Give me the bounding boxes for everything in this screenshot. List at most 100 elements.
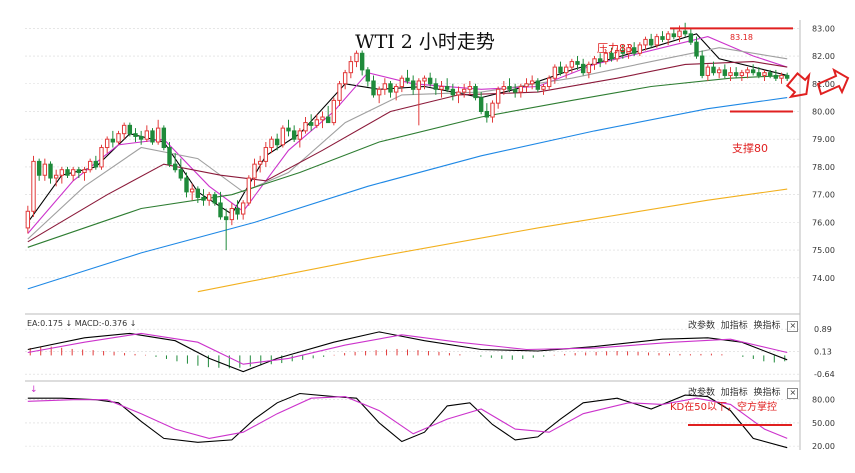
candle-body bbox=[563, 66, 569, 74]
kd-annotation: KD在50以下，空方掌控 bbox=[670, 400, 777, 413]
candle-body bbox=[586, 63, 592, 74]
candle-body bbox=[388, 83, 393, 93]
candle-body bbox=[614, 49, 620, 60]
candle-body bbox=[546, 77, 552, 88]
kd-tick-label: 50.00 bbox=[812, 419, 835, 428]
candle-body bbox=[410, 80, 416, 90]
kd-switch-indicator-button[interactable]: 换指标 bbox=[753, 388, 781, 398]
candle-body bbox=[733, 72, 739, 76]
resistance-label: 压力83 bbox=[597, 42, 633, 55]
candle-body bbox=[711, 66, 716, 74]
candle-body bbox=[286, 127, 291, 132]
candle-body bbox=[518, 86, 524, 93]
candle-body bbox=[444, 86, 450, 90]
macd-dif-line bbox=[27, 331, 788, 373]
kd-edit-params-button[interactable]: 改参数 bbox=[688, 388, 716, 398]
candle-body bbox=[365, 69, 371, 82]
macd-add-indicator-button[interactable]: 加指标 bbox=[720, 321, 748, 331]
candle-body bbox=[541, 86, 546, 90]
kd-tick-label: 20.00 bbox=[812, 442, 835, 451]
moving-average-line bbox=[197, 188, 788, 293]
candle-body bbox=[637, 44, 643, 54]
candle-body bbox=[206, 194, 212, 201]
support-resistance-lines bbox=[670, 27, 793, 113]
candle-body bbox=[382, 83, 388, 90]
candle-body bbox=[597, 58, 603, 63]
candle-body bbox=[694, 41, 699, 57]
price-tick-label: 76.00 bbox=[812, 218, 835, 227]
kd-close-icon[interactable]: × bbox=[787, 388, 799, 399]
candle-body bbox=[609, 52, 614, 60]
support-label: 支撑80 bbox=[732, 141, 768, 155]
candle-body bbox=[433, 83, 439, 90]
macd-label: EA:0.175 ↓ MACD:-0.376 ↓ bbox=[27, 319, 136, 328]
candle-body bbox=[728, 72, 733, 76]
macd-dea-line bbox=[27, 332, 788, 365]
candle-body bbox=[155, 127, 161, 143]
candle-body bbox=[478, 97, 484, 112]
candle-body bbox=[257, 160, 263, 165]
macd-close-icon[interactable]: × bbox=[787, 321, 799, 332]
macd-switch-indicator-button[interactable]: 换指标 bbox=[753, 321, 781, 331]
kd-d-line bbox=[27, 396, 788, 439]
candle-body bbox=[376, 88, 382, 96]
candle-body bbox=[592, 58, 597, 65]
candle-body bbox=[620, 49, 626, 54]
candle-body bbox=[82, 169, 87, 173]
candle-body bbox=[325, 116, 331, 124]
candle-body bbox=[524, 83, 529, 88]
candle-body bbox=[274, 138, 280, 146]
candle-body bbox=[467, 86, 473, 90]
moving-average-line bbox=[27, 97, 788, 290]
candle-body bbox=[507, 86, 512, 90]
candle-body bbox=[240, 202, 246, 215]
candle-body bbox=[303, 122, 308, 132]
candle-body bbox=[337, 83, 342, 101]
candle-body bbox=[87, 160, 93, 171]
moving-average-line bbox=[27, 47, 788, 240]
candle-body bbox=[722, 69, 728, 76]
candle-body bbox=[76, 169, 82, 173]
candle-body bbox=[161, 127, 167, 149]
kd-panel: 80.00 50.00 20.00 bbox=[25, 392, 835, 451]
candle-body bbox=[654, 36, 660, 46]
candle-body bbox=[331, 99, 337, 124]
candle-body bbox=[308, 122, 314, 126]
candle-body bbox=[280, 127, 286, 146]
candle-body bbox=[263, 147, 269, 162]
candle-body bbox=[48, 163, 53, 179]
candle-body bbox=[116, 133, 121, 143]
candle-body bbox=[399, 77, 405, 88]
price-tick-label: 74.00 bbox=[812, 274, 835, 283]
candlesticks bbox=[25, 22, 790, 251]
price-tick-label: 79.00 bbox=[812, 135, 835, 144]
candle-body bbox=[529, 80, 535, 85]
moving-average-line bbox=[27, 33, 788, 223]
candle-body bbox=[195, 188, 201, 198]
candle-body bbox=[172, 163, 178, 171]
candle-body bbox=[682, 30, 688, 35]
candle-body bbox=[359, 52, 365, 71]
candle-body bbox=[490, 102, 495, 118]
chart-title: WTI 2 小时走势 bbox=[355, 31, 495, 53]
candle-body bbox=[393, 86, 399, 93]
candle-body bbox=[93, 160, 99, 168]
candle-body bbox=[665, 33, 671, 40]
up-arrow-icon bbox=[816, 67, 850, 96]
candle-body bbox=[660, 36, 665, 40]
candle-body bbox=[59, 169, 65, 176]
candle-body bbox=[42, 163, 48, 176]
macd-tick-label: 0.13 bbox=[814, 348, 832, 357]
candle-body bbox=[371, 80, 376, 96]
candle-body bbox=[773, 74, 779, 79]
candle-body bbox=[31, 160, 36, 212]
candle-body bbox=[133, 133, 138, 137]
macd-edit-params-button[interactable]: 改参数 bbox=[688, 321, 716, 331]
candle-body bbox=[144, 130, 150, 140]
candle-body bbox=[699, 55, 705, 76]
kd-add-indicator-button[interactable]: 加指标 bbox=[720, 388, 748, 398]
moving-average-line bbox=[27, 61, 788, 243]
candle-body bbox=[320, 116, 325, 121]
down-arrow-icon bbox=[785, 71, 811, 99]
